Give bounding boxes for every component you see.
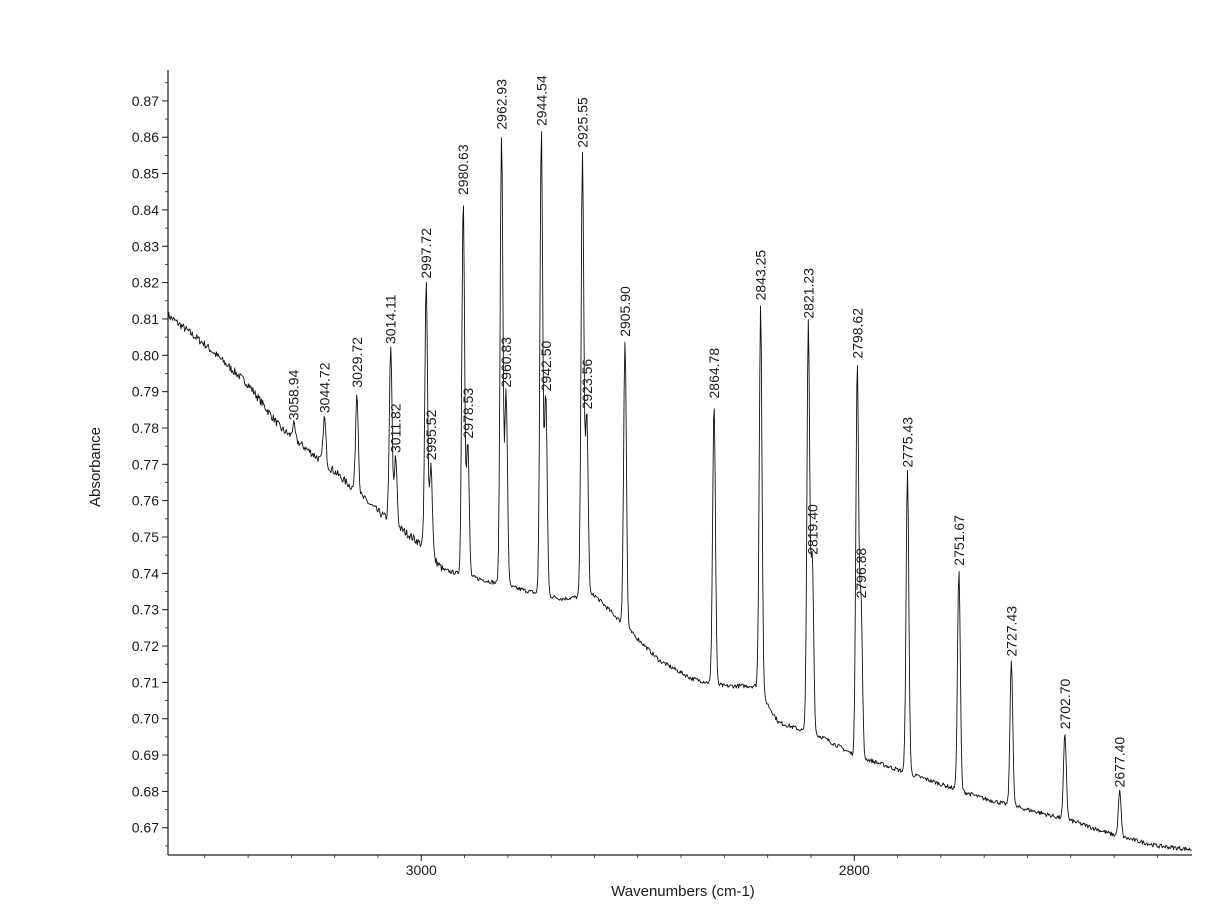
y-tick-label: 0.67 bbox=[132, 820, 159, 836]
peak-label: 2978.53 bbox=[460, 388, 476, 439]
peak-labels: 3058.94 3044.72 3029.72 3014.11 3011.82 2997.… bbox=[286, 75, 1128, 787]
peak-label: 3044.72 bbox=[317, 362, 333, 413]
y-tick-label: 0.74 bbox=[132, 565, 159, 581]
peak-label: 3029.72 bbox=[349, 337, 365, 388]
peak-label: 2751.67 bbox=[951, 515, 967, 566]
y-tick-label: 0.78 bbox=[132, 420, 159, 436]
peak-label: 2905.90 bbox=[617, 286, 633, 337]
absorbance-line bbox=[167, 131, 1192, 852]
x-tick-label: 2800 bbox=[839, 862, 870, 878]
peak-label: 2864.78 bbox=[706, 348, 722, 399]
x-tick-label: 3000 bbox=[406, 862, 437, 878]
peak-label: 2962.93 bbox=[494, 79, 510, 130]
peak-label: 3014.11 bbox=[383, 294, 399, 344]
x-axis: 3000 2800 bbox=[168, 854, 1192, 878]
peak-label: 2997.72 bbox=[418, 228, 434, 279]
y-tick-label: 0.71 bbox=[132, 674, 159, 690]
peak-label: 2702.70 bbox=[1057, 678, 1073, 729]
y-tick-label: 0.84 bbox=[132, 202, 159, 218]
y-tick-label: 0.79 bbox=[132, 384, 159, 400]
peak-label: 2798.62 bbox=[849, 308, 865, 359]
y-tick-label: 0.70 bbox=[132, 711, 159, 727]
y-tick-label: 0.80 bbox=[132, 347, 159, 363]
peak-label: 2727.43 bbox=[1003, 606, 1019, 657]
y-axis-title: Absorbance bbox=[87, 427, 104, 507]
peak-label: 2796.88 bbox=[853, 548, 869, 599]
peak-label: 2677.40 bbox=[1112, 737, 1128, 788]
scan-margin bbox=[0, 0, 75, 917]
y-tick-label: 0.83 bbox=[132, 238, 159, 254]
peak-label: 2923.56 bbox=[579, 359, 595, 410]
y-tick-label: 0.73 bbox=[132, 602, 159, 618]
x-axis-title: Wavenumbers (cm-1) bbox=[611, 883, 755, 900]
peak-label: 2819.40 bbox=[804, 504, 820, 555]
y-tick-label: 0.87 bbox=[132, 93, 159, 109]
y-tick-label: 0.77 bbox=[132, 456, 159, 472]
y-tick-label: 0.75 bbox=[132, 529, 159, 545]
y-tick-label: 0.86 bbox=[132, 129, 159, 145]
peak-label: 3058.94 bbox=[286, 369, 302, 420]
peak-label: 2942.50 bbox=[538, 340, 554, 391]
spectrum-trace bbox=[167, 131, 1192, 852]
y-tick-label: 0.82 bbox=[132, 275, 159, 291]
peak-label: 2980.63 bbox=[455, 144, 471, 195]
y-axis: 0.67 0.68 0.69 0.70 0.71 0.72 0.73 0.74 0.75 0.76… bbox=[132, 70, 169, 855]
y-tick-label: 0.72 bbox=[132, 638, 159, 654]
y-tick-label: 0.68 bbox=[132, 783, 159, 799]
peak-label: 2960.83 bbox=[498, 337, 514, 388]
peak-label: 2995.52 bbox=[423, 409, 439, 460]
y-tick-label: 0.76 bbox=[132, 493, 159, 509]
peak-label: 2925.55 bbox=[575, 97, 591, 148]
peak-label: 2821.23 bbox=[800, 268, 816, 319]
y-tick-label: 0.81 bbox=[132, 311, 159, 327]
peak-label: 2775.43 bbox=[900, 417, 916, 468]
peak-label: 2944.54 bbox=[533, 75, 549, 126]
y-tick-label: 0.69 bbox=[132, 747, 159, 763]
peak-label: 2843.25 bbox=[753, 250, 769, 301]
peak-label: 3011.82 bbox=[388, 403, 404, 453]
y-tick-label: 0.85 bbox=[132, 166, 159, 182]
